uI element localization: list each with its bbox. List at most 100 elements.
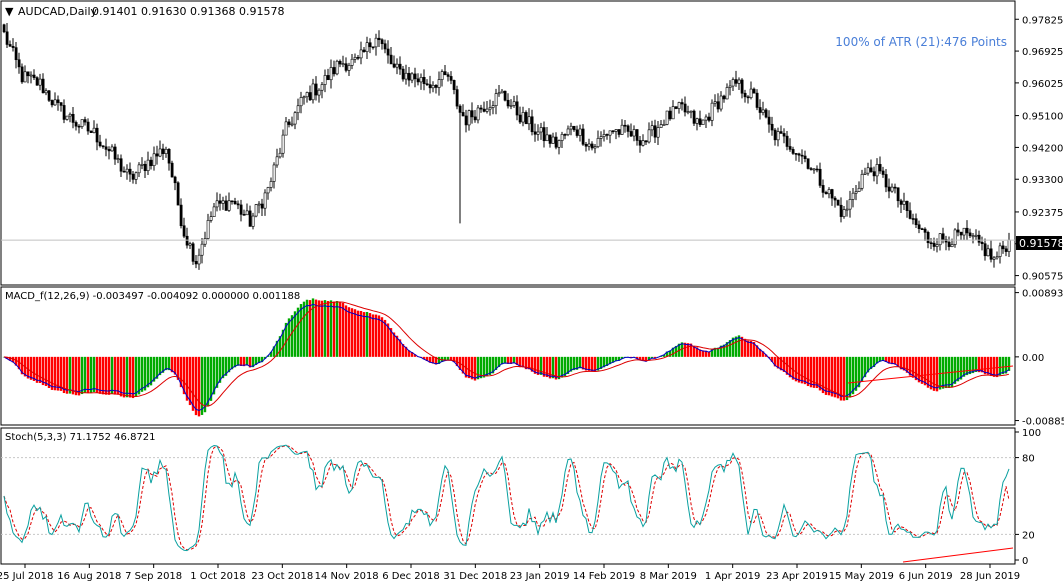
macd-histogram-bar bbox=[428, 356, 432, 363]
macd-panel-border bbox=[0, 286, 1016, 426]
candle-body bbox=[620, 124, 624, 135]
macd-histogram-bar bbox=[596, 356, 600, 371]
macd-histogram-bar bbox=[620, 356, 624, 359]
macd-histogram-bar bbox=[56, 356, 60, 391]
candle-body bbox=[173, 176, 177, 184]
candle-body bbox=[356, 57, 360, 59]
macd-histogram-bar bbox=[953, 356, 957, 384]
macd-histogram-bar bbox=[470, 356, 474, 380]
candle-body bbox=[320, 84, 324, 91]
candle-body bbox=[674, 106, 678, 109]
candle-body bbox=[143, 163, 147, 171]
candle-body bbox=[710, 102, 714, 121]
macd-histogram-bar bbox=[587, 356, 591, 371]
candle-body bbox=[854, 191, 858, 194]
macd-histogram-bar bbox=[341, 302, 345, 357]
macd-histogram-bar bbox=[302, 301, 306, 357]
macd-histogram-bar bbox=[722, 344, 726, 357]
macd-histogram-bar bbox=[308, 300, 312, 357]
candle-body bbox=[503, 90, 507, 101]
candle-body bbox=[803, 155, 807, 160]
candle-body bbox=[536, 131, 540, 135]
candle-body bbox=[125, 168, 129, 173]
macd-histogram-bar bbox=[890, 356, 894, 365]
macd-histogram-bar bbox=[107, 356, 111, 395]
macd-histogram-bar bbox=[158, 356, 162, 376]
candle-body bbox=[611, 130, 615, 133]
candle-body bbox=[899, 200, 903, 205]
candle-body bbox=[245, 210, 249, 216]
macd-histogram-bar bbox=[914, 356, 918, 381]
macd-histogram-bar bbox=[692, 346, 696, 357]
macd-histogram-bar bbox=[923, 356, 927, 386]
macd-histogram-bar bbox=[53, 356, 57, 391]
candle-body bbox=[614, 129, 618, 132]
candle-body bbox=[296, 105, 300, 114]
macd-histogram-bar bbox=[689, 343, 693, 357]
candle-body bbox=[953, 229, 957, 245]
candle-body bbox=[461, 112, 465, 117]
macd-histogram-bar bbox=[143, 356, 147, 391]
candle-body bbox=[701, 119, 705, 125]
macd-histogram-bar bbox=[920, 356, 924, 384]
macd-histogram-bar bbox=[488, 356, 492, 375]
candle-body bbox=[677, 102, 681, 109]
candle-body bbox=[968, 232, 972, 237]
candle-body bbox=[362, 49, 366, 52]
x-axis: 25 Jul 2018 16 Aug 2018 7 Sep 2018 1 Oct 20… bbox=[0, 564, 1020, 582]
candle-body bbox=[887, 186, 891, 192]
candle-body bbox=[749, 88, 753, 98]
macd-histogram-bar bbox=[563, 356, 567, 377]
candle-body bbox=[185, 235, 189, 246]
macd-histogram-bar bbox=[467, 356, 471, 379]
candle-body bbox=[14, 47, 18, 61]
candle-body bbox=[131, 173, 135, 180]
macd-histogram-bar bbox=[257, 356, 261, 364]
candle-body bbox=[650, 125, 654, 131]
macd-histogram-bar bbox=[701, 350, 705, 357]
macd-histogram-bar bbox=[212, 356, 216, 395]
macd-histogram-bar bbox=[830, 356, 834, 397]
candle-body bbox=[134, 172, 138, 180]
macd-histogram-bar bbox=[929, 356, 933, 390]
macd-histogram-bar bbox=[479, 356, 483, 379]
macd-histogram-bar bbox=[101, 356, 105, 395]
candle-body bbox=[695, 118, 699, 124]
macd-histogram-bar bbox=[224, 356, 228, 376]
candle-body bbox=[161, 148, 165, 154]
macd-histogram-bar bbox=[137, 356, 141, 395]
candle-body bbox=[740, 79, 744, 94]
macd-histogram-bar bbox=[611, 356, 615, 363]
macd-histogram-bar bbox=[647, 356, 651, 361]
candle-body bbox=[254, 204, 258, 217]
macd-histogram-bar bbox=[791, 356, 795, 380]
candle-body bbox=[833, 197, 837, 201]
candle-body bbox=[647, 129, 651, 143]
candle-body bbox=[11, 46, 15, 48]
candle-body bbox=[92, 127, 96, 133]
candle-body bbox=[122, 170, 126, 173]
macd-histogram-bar bbox=[518, 356, 522, 368]
candle-body bbox=[509, 105, 513, 107]
macd-histogram-bar bbox=[374, 314, 378, 357]
macd-histogram-bar bbox=[86, 356, 90, 394]
candle-body bbox=[680, 102, 684, 105]
candle-body bbox=[734, 79, 738, 84]
macd-histogram-bar bbox=[173, 356, 177, 375]
macd-histogram-bar bbox=[389, 328, 393, 357]
candle-body bbox=[467, 110, 471, 126]
macd-histogram-bar bbox=[149, 356, 153, 386]
macd-histogram-bar bbox=[773, 356, 777, 367]
candle-body bbox=[392, 63, 396, 68]
macd-histogram-bar bbox=[329, 300, 333, 357]
macd-histogram-bar bbox=[896, 356, 900, 367]
macd-histogram-bar bbox=[110, 356, 114, 394]
candle-body bbox=[782, 133, 786, 137]
candle-body bbox=[233, 200, 237, 205]
macd-histogram-bar bbox=[167, 356, 171, 371]
candle-body bbox=[95, 127, 99, 143]
candle-body bbox=[209, 216, 213, 221]
macd-histogram-bar bbox=[98, 356, 102, 394]
macd-histogram-bar bbox=[644, 356, 648, 362]
candle-body bbox=[941, 233, 945, 240]
